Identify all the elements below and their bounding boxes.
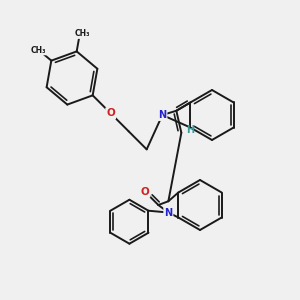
Text: O: O (106, 108, 115, 118)
Text: CH₃: CH₃ (31, 46, 46, 55)
Text: H: H (186, 125, 194, 135)
Text: O: O (141, 187, 149, 197)
Text: N: N (164, 208, 172, 218)
Text: CH₃: CH₃ (74, 29, 90, 38)
Text: N: N (158, 110, 166, 120)
